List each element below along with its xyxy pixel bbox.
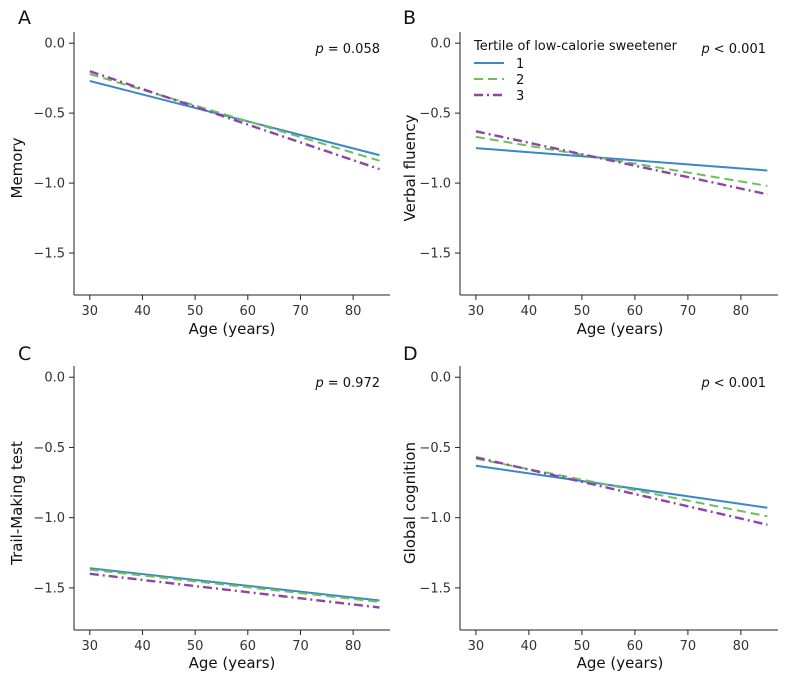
panel-c-ylabel: Trail-Making test [8,441,26,566]
panel-a-p-text: = 0.058 [328,42,380,57]
panel-d-series-tertile-3 [475,456,768,526]
panel-a-series-tertile-3 [89,70,380,171]
panel-b-series-tertile-3 [475,130,768,196]
panel-c-p-text: = 0.972 [328,376,380,391]
panel-a-x-tick-label: 80 [345,304,362,319]
panel-c-letter: C [18,343,31,365]
panel-b-x-tick-label: 70 [680,304,697,319]
panel-d-x-tick-label: 80 [733,639,750,654]
panel-a-ylabel: Memory [8,137,26,198]
legend: Tertile of low-calorie sweetener 1 2 3 [473,39,678,104]
panel-a-y-tick-label: −1.0 [33,177,65,192]
legend-label-2: 2 [516,73,524,88]
panel-b-y-tick-label: −1.5 [419,247,451,262]
panel-b-y-tick-label: 0.0 [430,37,451,52]
panel-b-series-tertile-1 [475,147,768,172]
panel-c-plot-area: 30 40 50 60 70 80 0.0 −0.5 −1.0 −1.5 [33,366,390,654]
panel-a-x-tick-label: 30 [82,304,99,319]
panel-a-x-tick-label: 60 [240,304,257,319]
panel-c-x-tick-label: 50 [187,639,204,654]
panel-b-p-text: < 0.001 [714,42,766,57]
panel-a-series-tertile-1 [89,80,380,157]
panel-a-x-tick-label: 70 [292,304,309,319]
panel-b-ylabel: Verbal fluency [401,114,419,221]
panel-d-y-tick-label: −1.0 [419,511,451,526]
panel-b-x-tick-label: 80 [733,304,750,319]
panel-d-p-text: < 0.001 [714,376,766,391]
panel-a-x-tick-label: 40 [134,304,151,319]
panel-c-x-tick-label: 70 [292,639,309,654]
panel-b-y-tick-label: −0.5 [419,107,451,122]
panel-d-x-tick-label: 30 [468,639,485,654]
panel-d-xlabel: Age (years) [577,654,664,672]
panel-c-p-value: p = 0.972 [314,376,380,391]
panel-b-p-symbol: p [700,42,709,57]
panel-b-series-tertile-2 [475,135,768,187]
panel-d-y-tick-label: 0.0 [430,371,451,386]
panel-d-ylabel: Global cognition [401,442,419,564]
panel-b-x-tick-label: 30 [468,304,485,319]
panel-a-p-symbol: p [314,42,323,57]
panel-a-x-tick-label: 50 [187,304,204,319]
panel-b-letter: B [403,7,416,29]
panel-d-x-tick-label: 70 [680,639,697,654]
panel-d: D Global cognition Age (years) p < 0.001 … [401,343,778,672]
panel-d-letter: D [403,343,418,365]
panel-d-p-symbol: p [700,376,709,391]
panel-b-xlabel: Age (years) [577,320,664,338]
panel-d-x-tick-label: 60 [627,639,644,654]
panel-a: A Memory Age (years) p = 0.058 30 40 50 60 70… [8,7,390,338]
panel-c-p-symbol: p [314,376,323,391]
panel-b-x-tick-label: 60 [627,304,644,319]
legend-label-3: 3 [516,89,524,104]
panel-a-y-tick-label: 0.0 [44,37,65,52]
panel-c-y-tick-label: −1.5 [33,581,65,596]
panel-a-y-tick-label: −1.5 [33,247,65,262]
panel-d-x-tick-label: 40 [521,639,538,654]
panel-a-xlabel: Age (years) [189,320,276,338]
panel-b: B Verbal fluency Age (years) p < 0.001 Te… [401,7,778,338]
panel-d-plot-area: 30 40 50 60 70 80 0.0 −0.5 −1.0 −1.5 [419,366,778,654]
panel-a-y-tick-label: −0.5 [33,107,65,122]
panel-a-letter: A [18,7,31,29]
panel-c-series-tertile-1 [89,567,380,602]
panel-a-p-value: p = 0.058 [314,42,380,57]
panel-c-series-tertile-2 [89,568,380,603]
panel-d-x-tick-label: 50 [574,639,591,654]
panel-c-x-tick-label: 80 [345,639,362,654]
legend-title: Tertile of low-calorie sweetener [473,39,678,54]
panel-c-xlabel: Age (years) [189,654,276,672]
panel-d-y-tick-label: −0.5 [419,441,451,456]
panel-c: C Trail-Making test Age (years) p = 0.972… [8,343,390,672]
panel-c-y-tick-label: 0.0 [44,371,65,386]
panel-c-y-tick-label: −0.5 [33,441,65,456]
panel-b-p-value: p < 0.001 [700,42,766,57]
panel-b-y-tick-label: −1.0 [419,177,451,192]
panel-b-plot-area: 30 40 50 60 70 80 0.0 −0.5 −1.0 −1.5 [419,32,778,319]
panel-c-x-tick-label: 40 [134,639,151,654]
panel-a-plot-area: 30 40 50 60 70 80 0.0 −0.5 −1.0 −1.5 [33,32,390,319]
panel-d-p-value: p < 0.001 [700,376,766,391]
panel-c-y-tick-label: −1.0 [33,511,65,526]
panel-c-x-tick-label: 60 [240,639,257,654]
panel-d-y-tick-label: −1.5 [419,581,451,596]
legend-label-1: 1 [516,57,524,72]
panel-d-series-tertile-2 [475,457,768,518]
panel-c-x-tick-label: 30 [82,639,99,654]
panel-b-x-tick-label: 40 [521,304,538,319]
panel-c-series-tertile-3 [89,572,380,609]
panel-b-x-tick-label: 50 [574,304,591,319]
